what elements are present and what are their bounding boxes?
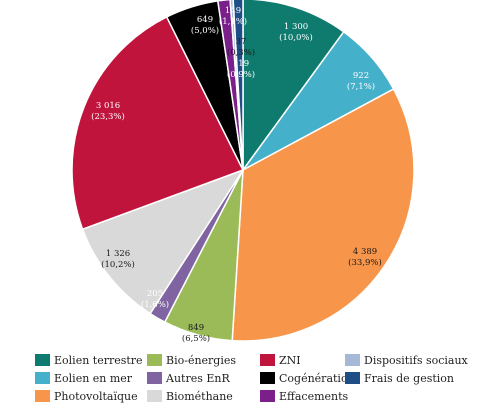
pie-slice-eolien-terrestre [242, 0, 345, 173]
pie-slice-zni [71, 15, 245, 231]
legend-swatch [147, 390, 162, 402]
slice-value: 1 326 [106, 249, 130, 259]
slice-value: 922 [353, 71, 369, 81]
slice-label-dispositifs-sociaux: 37 (0,3%) [227, 37, 255, 58]
slice-label-photovoltaique: 4 389 (33,9%) [348, 247, 382, 268]
legend-swatch [35, 372, 50, 384]
legend-label: Frais de gestion [364, 372, 454, 385]
legend-label: Cogénération [279, 372, 355, 385]
legend-label: Biométhane [166, 390, 233, 403]
pie-slice-effacements [216, 0, 244, 171]
slice-value: 649 [197, 15, 213, 25]
legend-swatch [345, 354, 360, 366]
slice-percent: (1,6%) [141, 299, 169, 310]
legend-label: ZNI [279, 354, 301, 367]
slice-label-cogeneration: 649 (5,0%) [191, 15, 219, 36]
legend-item-cogeneration: Cogénération [260, 372, 355, 385]
legend-swatch [260, 354, 275, 366]
slice-percent: (23,3%) [91, 111, 125, 122]
legend-item-bio-energies: Bio-énergies [147, 354, 236, 367]
legend-swatch [260, 390, 275, 402]
slice-value: 205 [147, 289, 163, 299]
slice-label-biomethane: 1 326 (10,2%) [101, 249, 135, 270]
slice-label-bio-energies: 849 (6,5%) [182, 323, 210, 344]
pie-labels: 1 300 (10,0%) 922 (7,1%) 4 389 (33,9%) 849 (6,5… [91, 6, 382, 344]
legend-label: Photovoltaïque [54, 390, 138, 403]
legend-item-eolien-en-mer: Eolien en mer [35, 372, 133, 385]
legend-swatch [35, 390, 50, 402]
legend-item-biomethane: Biométhane [147, 390, 233, 403]
slice-value: 849 [188, 323, 204, 333]
slice-value: 37 [236, 37, 247, 47]
slice-percent: (1,1%) [219, 16, 247, 27]
pie-slice-photovoltaique [231, 87, 415, 342]
slice-value: 1 300 [284, 22, 308, 32]
legend-item-dispositifs-sociaux: Dispositifs sociaux [345, 354, 469, 367]
slice-label-effacements: 149 (1,1%) [219, 6, 247, 27]
pie-slice-frais-de-gestion [232, 0, 244, 171]
slice-label-eolien-terrestre: 1 300 (10,0%) [279, 22, 313, 43]
legend-label: Eolien en mer [54, 372, 133, 385]
slice-value: 4 389 [353, 247, 377, 257]
legend-swatch [147, 354, 162, 366]
slice-label-zni: 3 016 (23,3%) [91, 101, 125, 122]
legend-item-autres-enr: Autres EnR [147, 372, 230, 385]
slice-percent: (7,1%) [347, 81, 375, 92]
legend-swatch [147, 372, 162, 384]
legend-item-zni: ZNI [260, 354, 301, 367]
slice-percent: (10,0%) [279, 32, 313, 43]
legend-label: Autres EnR [165, 372, 230, 385]
legend-swatch [345, 372, 360, 384]
legend-item-frais-de-gestion: Frais de gestion [345, 372, 454, 385]
slice-percent: (10,2%) [101, 259, 135, 270]
legend-item-photovoltaique: Photovoltaïque [35, 390, 138, 403]
slice-label-eolien-en-mer: 922 (7,1%) [347, 71, 375, 92]
legend: Eolien terrestre Bio-énergies ZNI Dispositi… [35, 354, 469, 403]
slice-percent: (5,0%) [191, 25, 219, 36]
legend-swatch [260, 372, 275, 384]
slice-value: 3 016 [96, 101, 120, 111]
legend-swatch [35, 354, 50, 366]
slice-percent: (33,9%) [348, 257, 382, 268]
slice-percent: (6,5%) [182, 333, 210, 344]
slice-label-frais-de-gestion: 119 (0,9%) [227, 59, 255, 80]
slice-value: 149 [225, 6, 241, 16]
legend-label: Effacements [279, 390, 349, 403]
pie-slice-biomethane [81, 168, 245, 315]
pie-slices [71, 0, 415, 342]
slice-value: 119 [233, 59, 249, 69]
slice-label-autres-enr: 205 (1,6%) [141, 289, 169, 310]
slice-percent: (0,3%) [227, 47, 255, 58]
legend-item-effacements: Effacements [260, 390, 349, 403]
legend-label: Bio-énergies [166, 354, 236, 367]
legend-label: Dispositifs sociaux [364, 354, 469, 367]
slice-percent: (0,9%) [227, 69, 255, 80]
legend-item-eolien-terrestre: Eolien terrestre [35, 354, 143, 367]
legend-label: Eolien terrestre [54, 354, 143, 367]
